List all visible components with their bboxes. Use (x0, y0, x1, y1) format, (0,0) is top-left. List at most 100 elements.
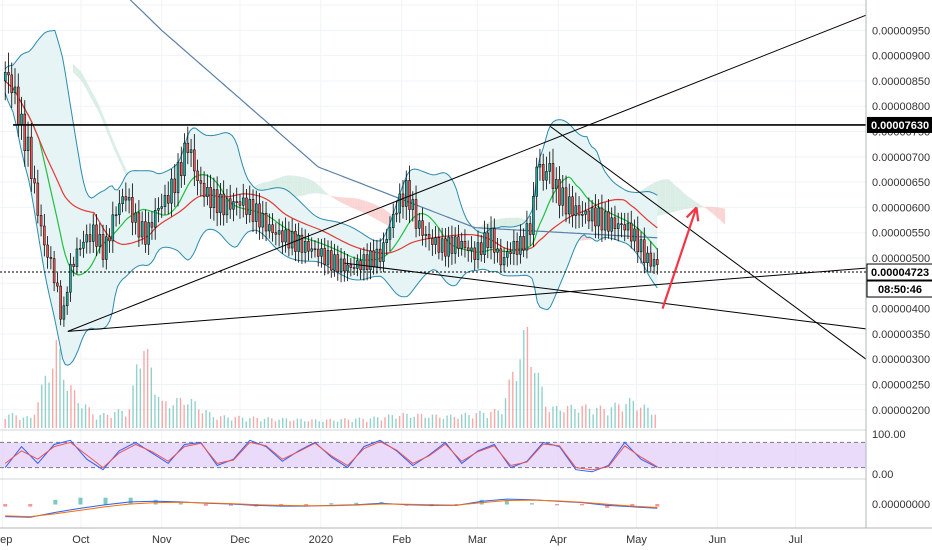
candle-body (620, 223, 623, 226)
arrow-shaft (661, 207, 698, 309)
volume-bar (351, 421, 353, 428)
macd-histogram-bar (630, 504, 635, 507)
volume-bar (154, 394, 156, 428)
candles (3, 52, 659, 327)
volume-bar (30, 417, 32, 428)
level-tag-label: 0.00007630 (871, 120, 929, 132)
y-tick-label: 0.00000500 (872, 253, 930, 265)
candle-body (343, 258, 346, 272)
candle-body (424, 234, 428, 236)
volume-bar (526, 326, 529, 428)
volume-bar (387, 414, 390, 428)
candle-body (656, 259, 659, 265)
volume-bar (336, 421, 339, 428)
arrow-head (695, 207, 700, 222)
volume-bar (267, 417, 269, 428)
cloud-segment (109, 131, 113, 145)
volume-bar (439, 417, 441, 428)
candle-body (232, 201, 235, 210)
cloud-segment (375, 204, 379, 221)
cloud-segment (302, 177, 306, 196)
candle-body (489, 228, 493, 248)
volume-bar (249, 417, 251, 428)
candle-body (525, 223, 529, 251)
stoch-tick-label: 100.00 (872, 429, 906, 441)
candle-body (241, 197, 245, 206)
candle-body (212, 189, 216, 208)
volume-bar (446, 415, 448, 428)
candle-body (186, 142, 190, 153)
volume-bar (596, 407, 598, 428)
candle-body (636, 228, 640, 253)
candle-body (10, 74, 13, 94)
candle-body (49, 257, 53, 259)
volume-bar (610, 407, 613, 428)
macd-histogram-bar (655, 504, 660, 507)
candle-body (323, 248, 326, 265)
cloud-segment (370, 202, 373, 218)
volume-bar (607, 415, 609, 428)
candle-body (473, 247, 476, 260)
cloud-segment (112, 137, 115, 152)
candle-body (603, 211, 607, 231)
candle-body (173, 178, 177, 194)
cloud-segment (696, 202, 700, 208)
cloud-segment (315, 182, 319, 194)
volume-bar (176, 398, 178, 428)
macd-histogram-bar (228, 504, 233, 506)
candle-body (124, 196, 128, 201)
candle-body (144, 221, 147, 245)
cloud-segment (691, 198, 694, 209)
candle-body (349, 264, 353, 268)
cloud-segment (709, 206, 713, 214)
cloud-segment (678, 187, 681, 211)
volume-bar (548, 412, 551, 428)
volume-bar (194, 401, 196, 428)
volume-bar (592, 414, 594, 428)
volume-bar (453, 416, 456, 428)
cloud-segment (373, 203, 376, 219)
candle-body (434, 237, 437, 245)
candle-body (431, 238, 434, 245)
candle-body (255, 203, 258, 222)
candle-body (607, 211, 610, 232)
macd-histogram-bar (3, 504, 8, 507)
candle-body (20, 113, 23, 125)
x-tick-label: May (626, 534, 647, 546)
volume-bar (322, 421, 324, 428)
volume-bar (424, 417, 426, 428)
cloud-segment (320, 187, 324, 195)
volume-bar (314, 419, 317, 428)
volume-bar (512, 371, 514, 428)
stoch-band (0, 442, 866, 468)
candle-body (105, 236, 108, 260)
candle-body (46, 244, 49, 258)
cloud-segment (310, 179, 313, 194)
price-tag-box (866, 263, 932, 281)
volume-bar (48, 382, 50, 428)
candle-body (515, 241, 519, 255)
cloud-segment (91, 90, 94, 104)
volume-bar (296, 418, 299, 428)
volume-bar (486, 418, 488, 428)
candle-body (137, 212, 141, 238)
y-tick-label: 0.00000650 (872, 177, 930, 189)
volume-bar (508, 379, 510, 428)
cloud-segment (722, 208, 726, 225)
volume-bar (636, 410, 638, 428)
candle-body (528, 223, 532, 235)
volume-bar (442, 418, 445, 428)
candle-body (206, 187, 209, 197)
candle-body (290, 230, 294, 249)
candle-body (466, 247, 470, 251)
volume-bar (482, 412, 485, 428)
volume-bar (534, 372, 536, 428)
macd-histogram-bar (103, 497, 108, 505)
candle-body (447, 236, 450, 257)
volume-bar (285, 418, 288, 428)
volume-bar (625, 403, 627, 428)
candle-body (215, 189, 219, 213)
candle-body (418, 220, 421, 229)
y-tick-label: 0.00000900 (872, 51, 930, 63)
volume-bar (26, 416, 28, 428)
